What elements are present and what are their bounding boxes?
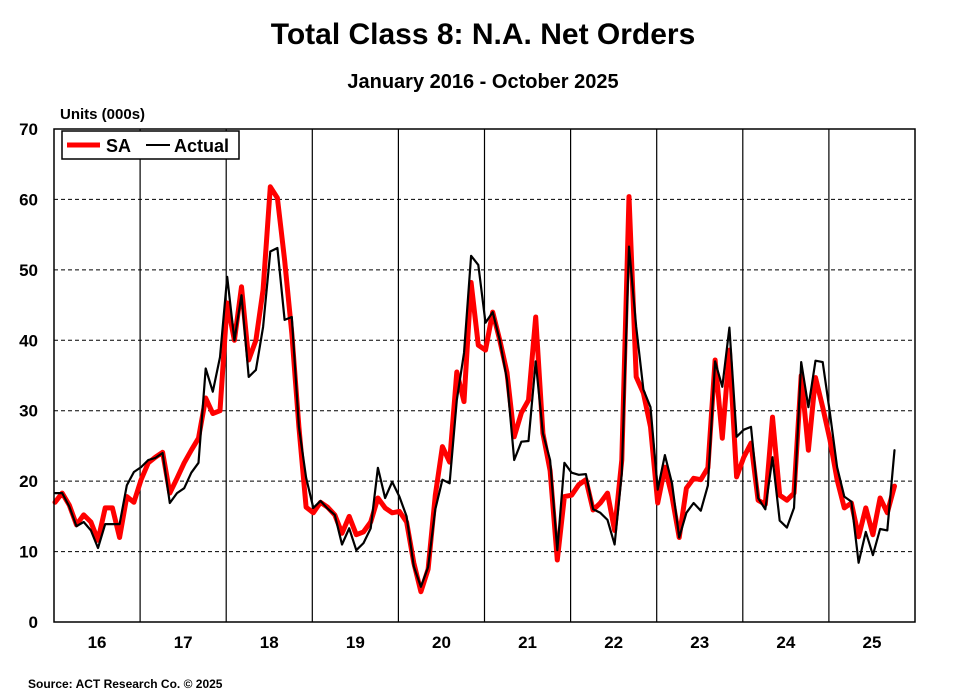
x-tick-label: 21 bbox=[518, 633, 537, 652]
source-note: Source: ACT Research Co. © 2025 bbox=[28, 677, 223, 691]
x-tick-label: 17 bbox=[174, 633, 193, 652]
series-line-sa bbox=[52, 184, 897, 595]
y-tick-label: 0 bbox=[29, 613, 38, 632]
x-tick-label: 23 bbox=[690, 633, 709, 652]
x-tick-label: 16 bbox=[88, 633, 107, 652]
legend-label-sa: SA bbox=[106, 136, 131, 156]
grid bbox=[54, 129, 915, 622]
y-axis-ticks: 0 10 20 30 40 50 60 70 bbox=[19, 120, 38, 632]
x-tick-label: 22 bbox=[604, 633, 623, 652]
x-axis-ticks: 16 17 18 19 20 21 22 23 24 25 bbox=[88, 633, 882, 652]
y-tick-label: 50 bbox=[19, 261, 38, 280]
legend-label-actual: Actual bbox=[174, 136, 229, 156]
series-line-actual bbox=[53, 245, 896, 588]
plot-frame bbox=[53, 128, 916, 623]
y-tick-label: 70 bbox=[19, 120, 38, 139]
y-tick-label: 60 bbox=[19, 190, 38, 209]
chart-subtitle: January 2016 - October 2025 bbox=[347, 71, 618, 93]
y-tick-label: 40 bbox=[19, 331, 38, 350]
y-axis-label: Units (000s) bbox=[60, 106, 145, 123]
x-tick-label: 25 bbox=[862, 633, 881, 652]
x-tick-label: 24 bbox=[776, 633, 795, 652]
y-tick-label: 30 bbox=[19, 402, 38, 421]
series-lines bbox=[52, 184, 897, 595]
chart-title: Total Class 8: N.A. Net Orders bbox=[271, 18, 696, 51]
y-tick-label: 20 bbox=[19, 472, 38, 491]
x-tick-label: 19 bbox=[346, 633, 365, 652]
x-tick-label: 18 bbox=[260, 633, 279, 652]
x-tick-label: 20 bbox=[432, 633, 451, 652]
y-tick-label: 10 bbox=[19, 543, 38, 562]
legend: SA Actual bbox=[61, 130, 240, 160]
